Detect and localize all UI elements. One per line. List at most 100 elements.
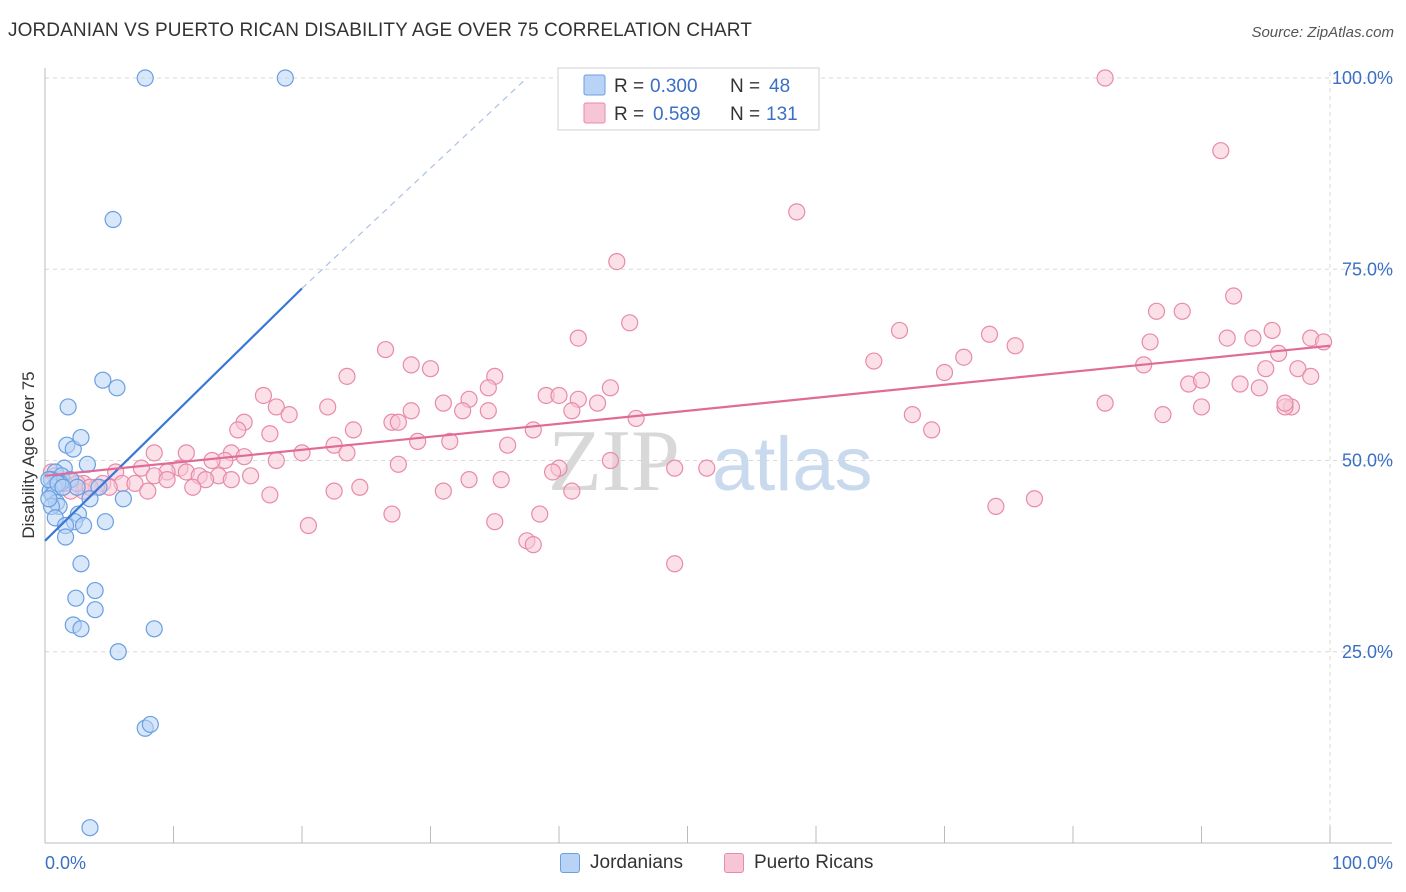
point-puerto-ricans — [987, 497, 1005, 515]
trend-lines — [44, 77, 1331, 542]
point-puerto-ricans — [563, 402, 581, 420]
axes — [44, 68, 1392, 844]
point-jordanians — [141, 715, 159, 734]
point-puerto-ricans — [402, 402, 420, 420]
point-puerto-ricans — [338, 367, 356, 385]
point-puerto-ricans — [1257, 360, 1275, 378]
legend-r-value-puerto-ricans: 0.589 — [653, 104, 701, 125]
point-jordanians — [109, 643, 127, 661]
point-jordanians — [81, 490, 99, 508]
x-tick-labels: 0.0% 100.0% — [45, 853, 1393, 873]
point-puerto-ricans — [267, 398, 285, 416]
point-puerto-ricans — [524, 536, 542, 554]
legend-swatch-puerto-ricans — [583, 102, 606, 124]
point-puerto-ricans — [588, 394, 607, 412]
point-puerto-ricans — [903, 406, 921, 424]
point-puerto-ricans — [935, 363, 954, 382]
point-puerto-ricans — [344, 421, 362, 439]
point-puerto-ricans — [923, 421, 941, 439]
chart-title: JORDANIAN VS PUERTO RICAN DISABILITY AGE… — [8, 20, 752, 41]
trendline-extension-jordanians — [301, 77, 528, 289]
point-puerto-ricans — [434, 394, 452, 412]
y-axis-label: Disability Age Over 75 — [19, 371, 38, 538]
point-puerto-ricans — [1212, 142, 1230, 160]
legend-swatch-pink — [724, 853, 744, 873]
point-puerto-ricans — [325, 482, 343, 500]
point-jordanians — [40, 490, 58, 508]
point-puerto-ricans — [261, 486, 279, 504]
legend-label-jordanians: Jordanians — [590, 852, 683, 873]
point-puerto-ricans — [980, 325, 999, 343]
point-puerto-ricans — [666, 459, 684, 477]
point-jordanians — [72, 428, 90, 447]
point-puerto-ricans — [158, 471, 176, 489]
point-jordanians — [94, 371, 112, 389]
point-puerto-ricans — [492, 471, 510, 489]
point-puerto-ricans — [1231, 375, 1249, 393]
point-puerto-ricans — [1263, 321, 1281, 340]
point-puerto-ricans — [1289, 360, 1307, 378]
point-puerto-ricans — [197, 471, 215, 489]
point-jordanians — [86, 581, 104, 600]
point-puerto-ricans — [132, 459, 150, 477]
legend-swatch-blue — [560, 853, 580, 873]
point-jordanians — [74, 516, 93, 535]
point-jordanians — [72, 620, 90, 638]
point-jordanians — [81, 819, 99, 837]
source-credit: Source: ZipAtlas.com — [1251, 24, 1394, 41]
point-puerto-ricans — [351, 478, 369, 496]
legend-n-value-puerto-ricans: 131 — [766, 104, 798, 125]
point-puerto-ricans — [254, 386, 273, 405]
point-puerto-ricans — [441, 432, 459, 450]
point-puerto-ricans — [1269, 344, 1288, 362]
point-puerto-ricans — [389, 455, 407, 473]
point-puerto-ricans — [242, 467, 260, 485]
point-puerto-ricans — [421, 360, 440, 378]
point-puerto-ricans — [627, 409, 645, 428]
legend-n-label-puerto-ricans: N = — [730, 104, 760, 125]
point-puerto-ricans — [524, 421, 542, 439]
stats-legend: R = 0.300 N = 48 R = 0.589 N = 131 — [557, 67, 820, 131]
point-jordanians — [114, 490, 132, 508]
legend-n-value-jordanians: 48 — [769, 76, 790, 97]
point-puerto-ricans — [280, 406, 298, 424]
point-puerto-ricans — [402, 356, 420, 374]
y-tick-label-25: 25.0% — [1342, 642, 1393, 662]
point-puerto-ricans — [261, 425, 279, 443]
point-puerto-ricans — [479, 402, 497, 420]
point-puerto-ricans — [1250, 379, 1268, 397]
point-puerto-ricans — [126, 474, 144, 493]
legend-swatch-jordanians — [583, 74, 606, 96]
point-puerto-ricans — [267, 451, 285, 470]
legend-r-value-jordanians: 0.300 — [650, 76, 698, 97]
point-puerto-ricans — [1096, 69, 1114, 87]
watermark-atlas: atlas — [712, 422, 873, 507]
point-puerto-ricans — [1096, 394, 1114, 412]
x-tick-label-min: 0.0% — [45, 853, 86, 873]
point-puerto-ricans — [1302, 367, 1320, 385]
point-jordanians — [67, 589, 85, 607]
series-puerto-ricans — [42, 69, 1333, 573]
trendline-jordanians — [44, 287, 303, 542]
point-puerto-ricans — [601, 379, 620, 397]
point-puerto-ricans — [563, 482, 581, 500]
legend-n-label-jordanians: N = — [730, 76, 760, 97]
legend-item-jordanians: Jordanians — [560, 852, 683, 874]
point-puerto-ricans — [788, 203, 806, 221]
point-puerto-ricans — [601, 451, 620, 470]
y-tick-label-50: 50.0% — [1342, 451, 1393, 471]
trendline-puerto-ricans — [44, 344, 1331, 477]
point-jordanians — [276, 69, 294, 87]
point-puerto-ricans — [666, 555, 684, 573]
point-puerto-ricans — [608, 253, 626, 271]
point-puerto-ricans — [1025, 490, 1044, 508]
legend-item-puerto-ricans: Puerto Ricans — [724, 852, 873, 874]
legend-r-label-jordanians: R = — [614, 76, 644, 97]
point-puerto-ricans — [222, 471, 240, 489]
point-puerto-ricans — [389, 413, 407, 431]
point-puerto-ricans — [550, 386, 568, 405]
point-puerto-ricans — [1276, 394, 1294, 412]
x-tick-label-max: 100.0% — [1332, 853, 1393, 873]
point-jordanians — [86, 601, 104, 619]
